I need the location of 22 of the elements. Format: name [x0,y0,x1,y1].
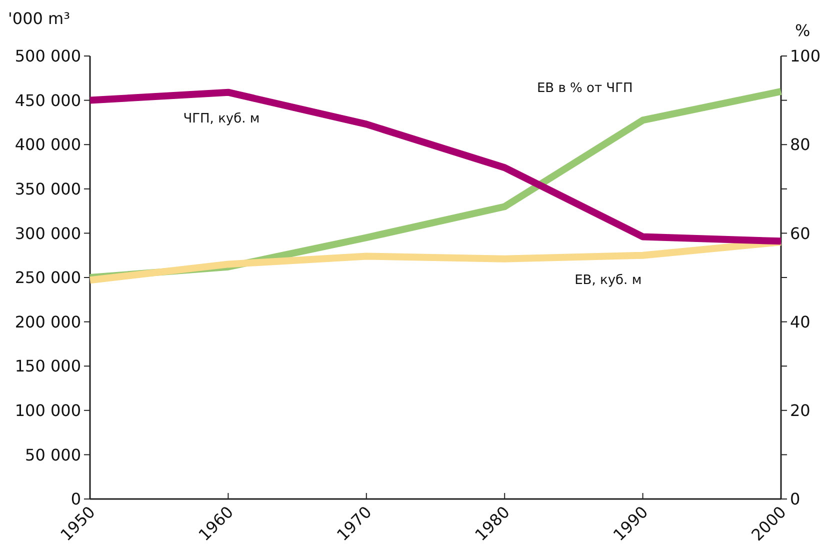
series-label: ЕВ в % от ЧГП [536,81,633,96]
y-axis-title: '000 m³ [8,9,70,28]
series-label: ЧГП, куб. м [183,111,260,126]
y-tick-label: 450 000 [14,90,81,110]
y-tick-label: 50 000 [25,445,81,464]
y-tick-label: 150 000 [14,356,81,376]
y2-tick-label: 40 [790,312,810,332]
y2-tick-label: 100 [790,46,821,66]
y-tick-label: 250 000 [14,268,81,288]
series-label: ЕВ, куб. м [574,272,642,288]
y2-tick-label: 20 [790,401,810,420]
y-tick-label: 300 000 [14,224,81,243]
y-tick-label: 400 000 [14,135,81,154]
y2-tick-label: 60 [790,224,810,243]
y2-axis-title: % [795,21,810,40]
y-tick-label: 500 000 [14,46,81,66]
y-tick-label: 350 000 [14,180,81,198]
y-tick-label: 200 000 [14,312,81,332]
y-tick-label: 0 [70,490,81,509]
y2-tick-label: 0 [790,490,800,509]
y-tick-label: 100 000 [14,401,81,420]
y2-tick-label: 80 [790,135,810,154]
